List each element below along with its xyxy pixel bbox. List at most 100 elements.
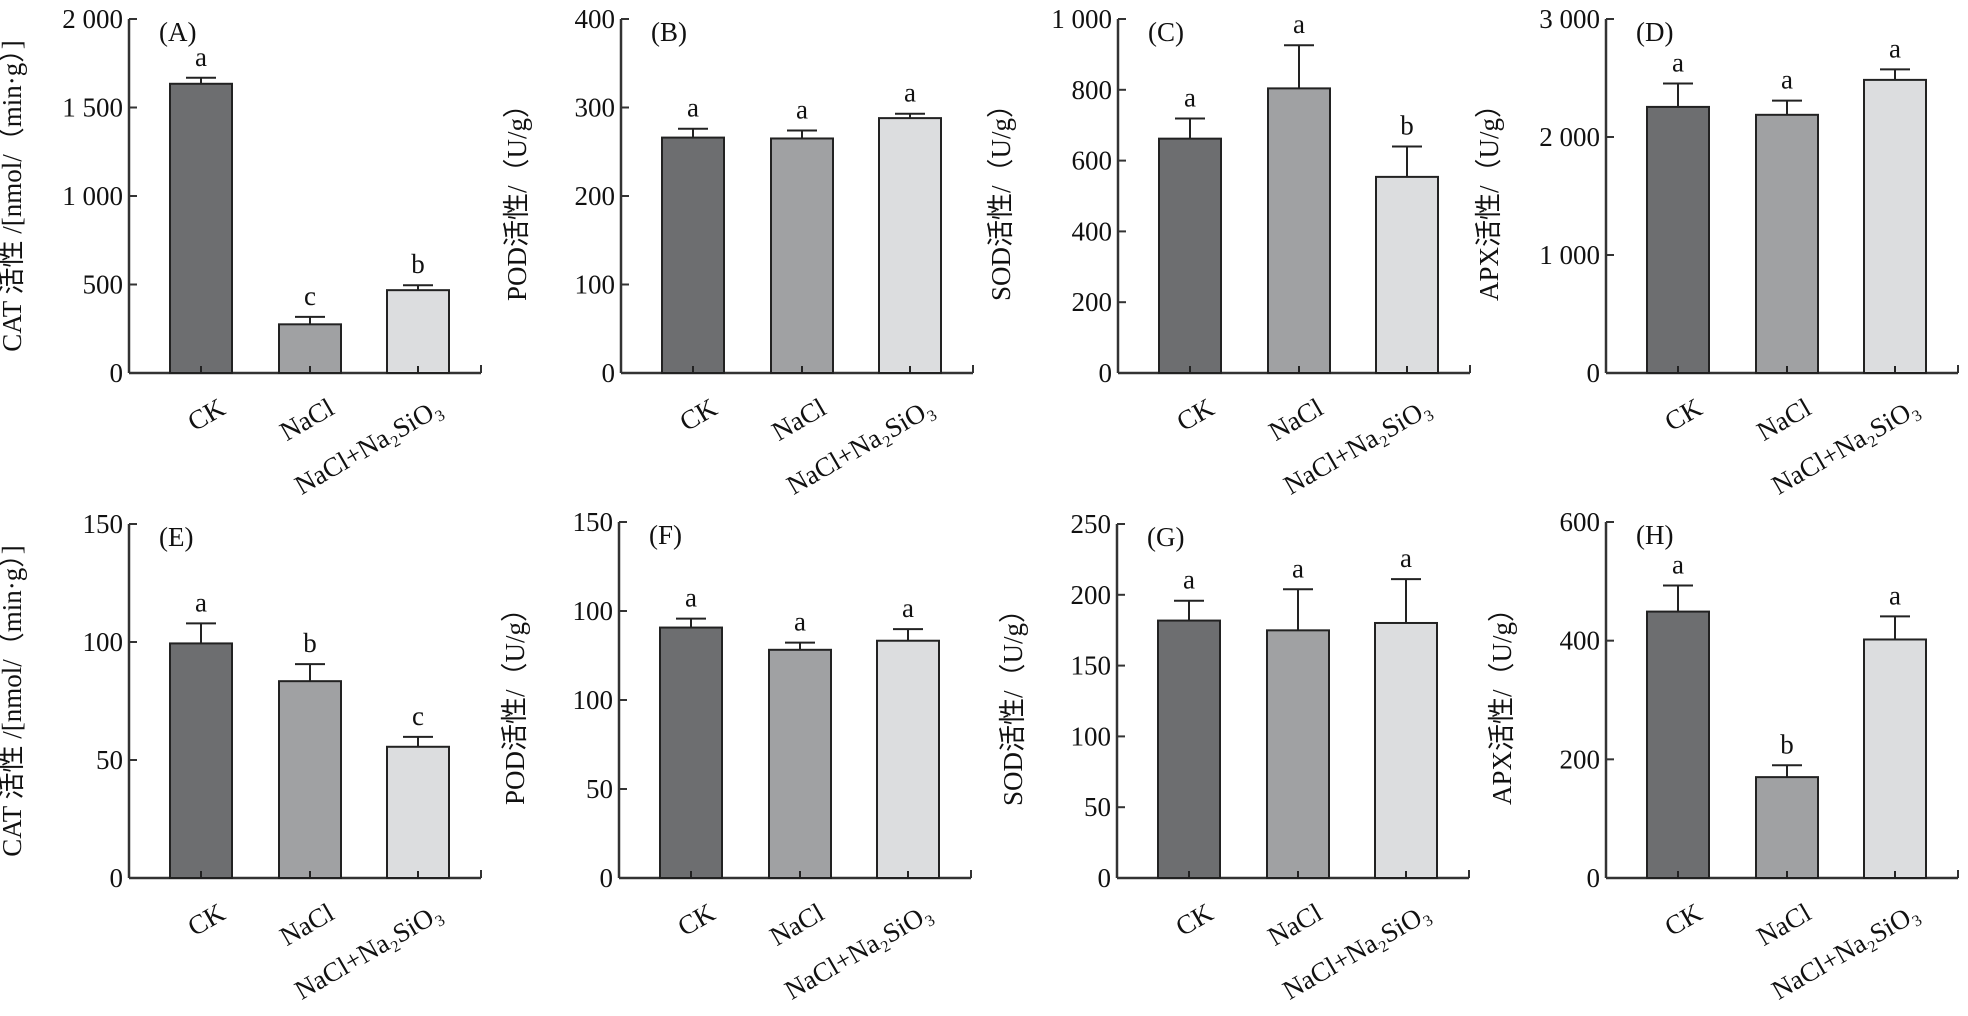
chart-panel: 0100200300400POD活性/（U/g）(B)aCKaNaClaNaCl… bbox=[502, 4, 974, 500]
y-tick-label: 800 bbox=[1072, 75, 1113, 105]
y-tick-label: 200 bbox=[1560, 744, 1601, 774]
y-tick-label: 100 bbox=[575, 270, 616, 300]
y-tick-label: 200 bbox=[575, 181, 616, 211]
bar bbox=[1755, 776, 1819, 880]
chart-panel: 050100100150POD活性/（U/g）(F)aCKaNaClaNaCl+… bbox=[500, 507, 972, 1005]
significance-letter: a bbox=[902, 593, 914, 623]
y-tick-label: 50 bbox=[586, 774, 613, 804]
chart-panel: 0 200 400 600 800 1 000 SOD活性/（U/g） (C) a CK a NaCl… bbox=[986, 4, 1471, 500]
bar bbox=[1158, 137, 1222, 374]
chart-panel: 0 500 1 000 1 500 2 000 CAT 活性 /[nmol/（min·g）… bbox=[0, 4, 482, 500]
y-tick-label: 1 500 bbox=[62, 93, 123, 123]
y-tick-label: 150 bbox=[1071, 651, 1112, 681]
bar bbox=[1375, 175, 1439, 374]
bar bbox=[386, 289, 450, 374]
y-tick-label: 0 bbox=[1587, 358, 1601, 388]
x-tick-label: NaCl bbox=[1752, 897, 1816, 951]
x-tick-label: CK bbox=[675, 392, 723, 437]
bar bbox=[1157, 619, 1221, 880]
x-tick-label: CK bbox=[1660, 392, 1708, 437]
significance-letter: b bbox=[1780, 729, 1794, 759]
significance-letter: a bbox=[195, 587, 207, 617]
significance-letter: a bbox=[1889, 580, 1901, 610]
x-tick-label: NaCl bbox=[275, 392, 339, 446]
panel-label: (H) bbox=[1636, 520, 1673, 550]
y-tick-label: 0 bbox=[602, 358, 616, 388]
y-axis-title: POD活性/（U/g） bbox=[500, 595, 530, 805]
significance-letter: a bbox=[1183, 565, 1195, 595]
x-tick-label: CK bbox=[183, 897, 231, 942]
x-tick-label: CK bbox=[183, 392, 231, 437]
y-tick-label: 100 bbox=[83, 627, 124, 657]
significance-letter: a bbox=[1889, 33, 1901, 63]
y-tick-label: 50 bbox=[1084, 792, 1111, 822]
bar bbox=[770, 137, 834, 374]
y-tick-label: 1 000 bbox=[1539, 240, 1600, 270]
y-axis-title: POD活性/（U/g） bbox=[502, 91, 532, 301]
y-tick-label: 100 bbox=[1071, 721, 1112, 751]
bar bbox=[1374, 621, 1438, 879]
y-axis-title: APX活性/（U/g） bbox=[1487, 595, 1517, 805]
y-axis-title: SOD活性/（U/g） bbox=[998, 596, 1028, 806]
significance-letter: a bbox=[1184, 82, 1196, 112]
y-tick-label: 0 bbox=[1587, 863, 1601, 893]
bar bbox=[1267, 87, 1331, 374]
bar bbox=[659, 626, 723, 880]
significance-letter: b bbox=[303, 628, 317, 658]
x-tick-label: CK bbox=[1172, 392, 1220, 437]
bar bbox=[661, 136, 725, 374]
x-tick-label: NaCl bbox=[1264, 392, 1328, 446]
significance-letter: a bbox=[1672, 48, 1684, 78]
y-tick-label: 400 bbox=[575, 4, 616, 34]
bar bbox=[278, 680, 342, 880]
significance-letter: c bbox=[412, 701, 424, 731]
bar bbox=[278, 323, 342, 375]
bar bbox=[1863, 78, 1927, 374]
panel-label: (A) bbox=[159, 17, 196, 47]
significance-letter: a bbox=[1781, 65, 1793, 95]
y-tick-label: 1 000 bbox=[62, 181, 123, 211]
y-tick-label: 600 bbox=[1560, 507, 1601, 537]
bar bbox=[386, 745, 450, 879]
significance-letter: a bbox=[1293, 9, 1305, 39]
panel-label: (C) bbox=[1148, 17, 1184, 47]
chart-panel: 0 50 100 150 CAT 活性 /[nmol/（min·g）] (E) a CK b Na… bbox=[0, 509, 482, 1005]
bar bbox=[1755, 113, 1819, 374]
significance-letter: a bbox=[796, 95, 808, 125]
y-tick-label: 500 bbox=[83, 270, 124, 300]
y-tick-label: 0 bbox=[1099, 358, 1113, 388]
significance-letter: a bbox=[687, 93, 699, 123]
panel-label: (F) bbox=[649, 520, 682, 550]
significance-letter: a bbox=[1672, 549, 1684, 579]
bar bbox=[878, 117, 942, 375]
y-tick-label: 3 000 bbox=[1539, 4, 1600, 34]
y-tick-label: 100 bbox=[573, 596, 614, 626]
significance-letter: b bbox=[1400, 110, 1414, 140]
bar bbox=[768, 648, 832, 880]
x-tick-label: NaCl bbox=[1752, 392, 1816, 446]
significance-letter: c bbox=[304, 281, 316, 311]
y-tick-label: 1 000 bbox=[1051, 4, 1112, 34]
y-tick-label: 0 bbox=[1098, 863, 1112, 893]
chart-panel: 050100150200250SOD活性/（U/g）(G)aCKaNaClaNa… bbox=[998, 509, 1470, 1005]
y-tick-label: 50 bbox=[96, 745, 123, 775]
y-tick-label: 300 bbox=[575, 93, 616, 123]
y-tick-label: 600 bbox=[1072, 146, 1113, 176]
significance-letter: a bbox=[195, 42, 207, 72]
x-tick-label: CK bbox=[1660, 897, 1708, 942]
y-axis-title: CAT 活性 /[nmol/（min·g）] bbox=[0, 40, 27, 352]
y-axis-title: APX活性/（U/g） bbox=[1474, 91, 1504, 301]
significance-letter: a bbox=[1400, 543, 1412, 573]
bar bbox=[876, 639, 940, 880]
bar bbox=[1863, 638, 1927, 879]
y-axis-title: CAT 活性 /[nmol/（min·g）] bbox=[0, 545, 27, 857]
x-tick-label: CK bbox=[673, 897, 721, 942]
significance-letter: a bbox=[794, 607, 806, 637]
y-tick-label: 150 bbox=[573, 507, 614, 537]
bar bbox=[169, 82, 233, 374]
y-tick-label: 0 bbox=[600, 863, 614, 893]
x-tick-label: NaCl bbox=[275, 897, 339, 951]
y-tick-label: 0 bbox=[110, 863, 124, 893]
significance-letter: a bbox=[1292, 553, 1304, 583]
